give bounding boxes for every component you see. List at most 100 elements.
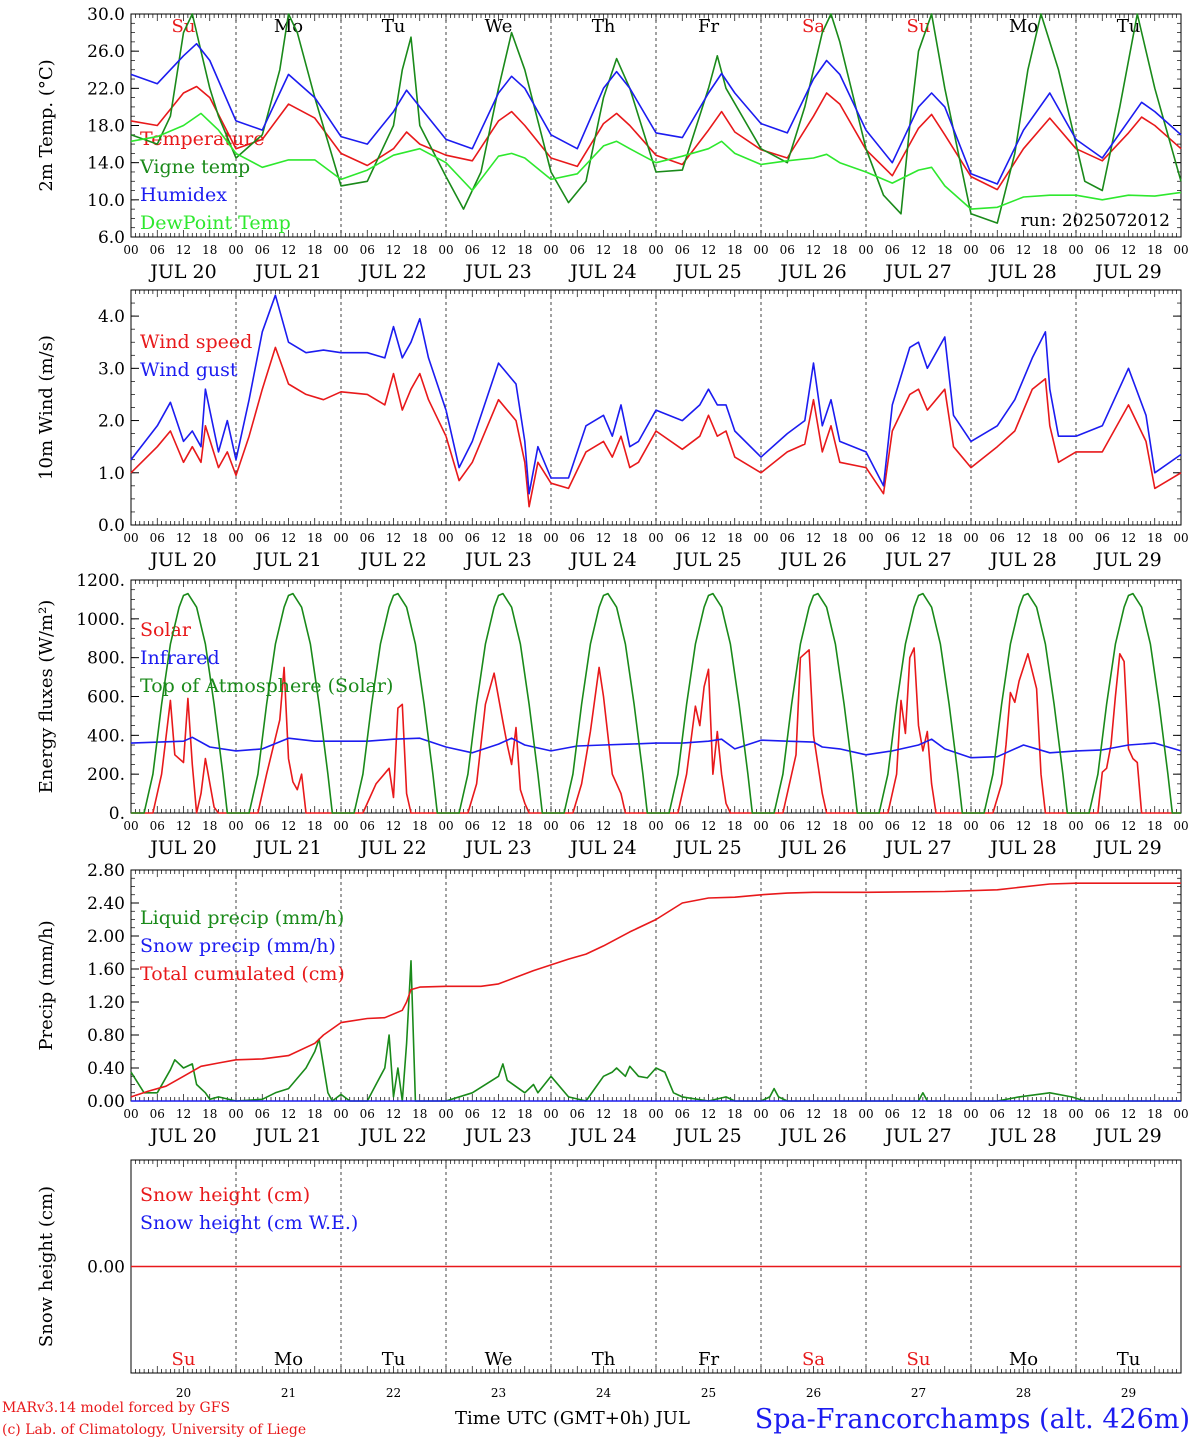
y-tick-label: 1000. [76, 610, 125, 630]
x-tick-label: 18 [1042, 531, 1057, 545]
x-tick-label: 12 [806, 819, 821, 833]
x-tick-label: 00 [228, 819, 243, 833]
x-tick-label: 18 [202, 819, 217, 833]
x-tick-label: 18 [307, 243, 322, 257]
x-tick-label: 06 [360, 531, 375, 545]
day-name: Mo [1009, 1349, 1038, 1370]
x-tick-label: 18 [832, 819, 847, 833]
x-tick-label: 12 [701, 243, 716, 257]
x-tick-label: 18 [307, 819, 322, 833]
x-tick-label: 06 [1095, 819, 1110, 833]
series-line-4-3 [130, 882, 1181, 1098]
y-tick-label: 0. [109, 804, 125, 824]
date-label: JUL 23 [463, 837, 531, 859]
x-tick-label: 18 [202, 243, 217, 257]
day-number: 24 [596, 1386, 612, 1400]
date-label: JUL 20 [148, 1125, 216, 1147]
date-label: JUL 25 [673, 549, 741, 571]
x-tick-label: 18 [622, 1107, 637, 1121]
run-label: run: 2025072012 [1021, 211, 1170, 231]
x-tick-label: 18 [622, 243, 637, 257]
date-label: JUL 26 [778, 549, 846, 571]
legend-entry: DewPoint Temp [140, 212, 291, 234]
x-tick-label: 00 [438, 531, 453, 545]
y-tick-label: 1.0 [98, 464, 125, 484]
x-tick-label: 12 [596, 243, 611, 257]
x-tick-label: 06 [990, 1107, 1005, 1121]
date-label: JUL 29 [1093, 549, 1161, 571]
x-tick-label: 12 [596, 531, 611, 545]
x-tick-label: 18 [1042, 1107, 1057, 1121]
x-tick-label: 18 [517, 531, 532, 545]
y-axis-label: 10m Wind (m/s) [36, 335, 57, 480]
y-tick-label: 800. [87, 649, 125, 669]
x-tick-label: 12 [596, 819, 611, 833]
x-tick-label: 00 [438, 1107, 453, 1121]
x-tick-label: 12 [596, 1107, 611, 1121]
x-tick-label: 18 [1042, 819, 1057, 833]
x-tick-label: 06 [570, 819, 585, 833]
legend-entry: Infrared [140, 647, 220, 669]
x-tick-label: 00 [123, 243, 138, 257]
x-tick-label: 12 [911, 819, 926, 833]
series-line-2-1 [130, 346, 1182, 508]
y-tick-label: 18.0 [87, 117, 125, 137]
x-tick-label: 12 [281, 243, 296, 257]
x-tick-label: 00 [963, 243, 978, 257]
day-number: 21 [281, 1386, 296, 1400]
legend-entry: Snow precip (mm/h) [140, 935, 336, 957]
legend-entry: Snow height (cm W.E.) [140, 1212, 358, 1234]
y-tick-label: 4.0 [98, 307, 125, 327]
x-tick-label: 06 [570, 1107, 585, 1121]
x-tick-label: 00 [753, 243, 768, 257]
x-tick-label: 06 [255, 1107, 270, 1121]
x-tick-label: 00 [228, 531, 243, 545]
date-label: JUL 21 [253, 1125, 321, 1147]
y-tick-label: 0.00 [87, 1258, 125, 1278]
day-name: Fr [698, 16, 719, 37]
x-tick-label: 12 [491, 243, 506, 257]
y-tick-label: 14.0 [87, 154, 125, 174]
date-label: JUL 24 [568, 1125, 636, 1147]
x-tick-label: 12 [1121, 243, 1136, 257]
model-credit: MARv3.14 model forced by GFS [2, 1400, 230, 1416]
x-tick-label: 00 [648, 531, 663, 545]
x-tick-label: 00 [1068, 819, 1083, 833]
copyright: (c) Lab. of Climatology, University of L… [2, 1422, 306, 1438]
x-tick-label: 18 [517, 243, 532, 257]
x-tick-label: 18 [412, 243, 427, 257]
date-label: JUL 22 [358, 261, 426, 283]
x-tick-label: 18 [307, 1107, 322, 1121]
y-tick-label: 0.00 [87, 1092, 125, 1112]
x-tick-label: 12 [386, 819, 401, 833]
x-tick-label: 06 [990, 243, 1005, 257]
x-tick-label: 12 [1121, 1107, 1136, 1121]
x-tick-label: 06 [255, 243, 270, 257]
day-name: Th [592, 16, 616, 37]
x-tick-label: 00 [963, 819, 978, 833]
x-tick-label: 18 [937, 1107, 952, 1121]
x-tick-label: 12 [281, 1107, 296, 1121]
meteogram-panels: 6.0 10.0 14.0 18.0 22.0 26.0 30.0 2m Temp. (°C)… [36, 5, 1189, 1400]
legend-entry: Top of Atmosphere (Solar) [140, 675, 393, 697]
date-label: JUL 22 [358, 1125, 426, 1147]
x-tick-label: 00 [648, 819, 663, 833]
plot-frame [130, 13, 1182, 238]
x-tick-label: 06 [465, 243, 480, 257]
day-number: 26 [806, 1386, 821, 1400]
panel-3: 0. 200. 400. 600. 800. 1000. 1200. Energy fluxe… [36, 571, 1189, 859]
x-tick-label: 06 [885, 531, 900, 545]
x-tick-label: 18 [727, 1107, 742, 1121]
x-tick-label: 12 [806, 531, 821, 545]
date-label: JUL 20 [148, 261, 216, 283]
x-tick-label: 06 [150, 243, 165, 257]
x-tick-label: 12 [1121, 531, 1136, 545]
panel-2: 0.0 1.0 2.0 3.0 4.0 10m Wind (m/s) 00 06 12 18 00 0… [36, 289, 1189, 571]
x-tick-label: 12 [1016, 1107, 1031, 1121]
x-tick-label: 00 [858, 819, 873, 833]
x-tick-label: 06 [675, 531, 690, 545]
x-tick-label: 06 [675, 819, 690, 833]
y-tick-label: 600. [87, 688, 125, 708]
date-label: JUL 25 [673, 1125, 741, 1147]
day-number: 29 [1121, 1386, 1136, 1400]
